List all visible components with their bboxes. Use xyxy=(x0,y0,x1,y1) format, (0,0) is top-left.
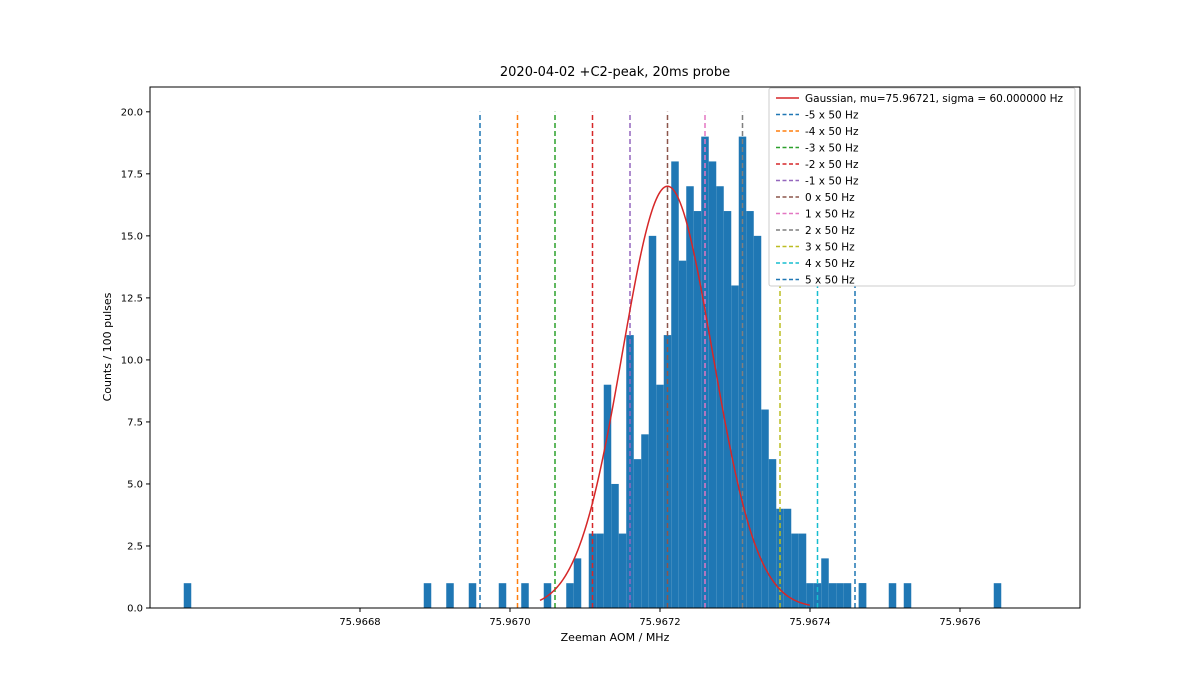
histogram-bar xyxy=(641,434,649,608)
y-ticks: 0.0 2.5 5.0 7.5 10.0 12.5 15.0 17.5 20.0 xyxy=(121,107,150,615)
histogram-bar xyxy=(611,483,619,608)
histogram-bar xyxy=(498,583,507,608)
histogram-bar xyxy=(888,583,897,608)
x-tick-label: 75.9674 xyxy=(789,617,830,628)
histogram-bar xyxy=(423,583,432,608)
histogram-bar xyxy=(746,211,754,609)
histogram-bar xyxy=(468,583,477,608)
legend-entry: 5 x 50 Hz xyxy=(805,274,855,286)
histogram-bar xyxy=(656,384,664,608)
legend-box xyxy=(768,87,1076,287)
histogram-bar xyxy=(693,211,702,609)
y-tick-label: 7.5 xyxy=(127,417,143,428)
y-tick-label: 10.0 xyxy=(121,355,143,366)
legend-entry: 2 x 50 Hz xyxy=(805,225,855,237)
x-tick-label: 75.9670 xyxy=(489,617,530,628)
legend: Gaussian, mu=75.96721, sigma = 60.000000… xyxy=(768,87,1076,287)
histogram-bar xyxy=(686,186,694,609)
gaussian-fit-curve xyxy=(539,185,811,606)
y-tick-label: 0.0 xyxy=(127,604,143,615)
histogram-bar xyxy=(753,235,762,609)
histogram-bar xyxy=(768,459,777,608)
histogram-bar xyxy=(633,459,642,608)
y-axis-label: Counts / 100 pulses xyxy=(101,292,114,401)
reference-lines-layer xyxy=(479,111,856,608)
x-axis-label: Zeeman AOM / MHz xyxy=(561,631,670,644)
y-tick-label: 2.5 xyxy=(127,541,143,552)
y-tick-label: 15.0 xyxy=(121,231,143,242)
histogram-bar xyxy=(836,583,844,608)
legend-entry: 1 x 50 Hz xyxy=(805,208,855,220)
y-tick-label: 17.5 xyxy=(121,169,143,180)
histogram-bar xyxy=(183,583,192,608)
y-tick-label: 12.5 xyxy=(121,293,143,304)
histogram-bar xyxy=(678,260,687,608)
x-tick-label: 75.9676 xyxy=(939,617,980,628)
y-tick-label: 20.0 xyxy=(121,107,143,118)
legend-entry: Gaussian, mu=75.96721, sigma = 60.000000… xyxy=(805,93,1064,105)
histogram-bar xyxy=(603,384,612,608)
y-tick-label: 5.0 xyxy=(127,479,143,490)
legend-entry: -4 x 50 Hz xyxy=(805,126,859,138)
legend-entry: -2 x 50 Hz xyxy=(805,159,859,171)
histogram-bar xyxy=(671,161,679,608)
histogram-bar xyxy=(566,583,574,608)
histogram-bar xyxy=(828,583,837,608)
histogram-bar xyxy=(903,583,912,608)
legend-entry: 3 x 50 Hz xyxy=(805,241,855,253)
histogram-bar xyxy=(521,583,529,608)
x-tick-label: 75.9668 xyxy=(339,617,380,628)
legend-entry: -1 x 50 Hz xyxy=(805,175,859,187)
chart-title: 2020-04-02 +C2-peak, 20ms probe xyxy=(500,65,730,80)
histogram-bar xyxy=(791,533,799,608)
histogram-bar xyxy=(843,583,852,608)
histogram-bar xyxy=(858,583,867,608)
histogram-bar xyxy=(798,533,807,608)
x-tick-label: 75.9672 xyxy=(639,617,680,628)
legend-entry: 4 x 50 Hz xyxy=(805,258,855,270)
histogram-bar xyxy=(806,583,814,608)
fit-curve-layer xyxy=(539,185,811,606)
histogram-bar xyxy=(723,211,732,609)
histogram-bar xyxy=(648,235,657,609)
histogram-bar xyxy=(708,161,717,608)
histogram-bar xyxy=(993,583,1002,608)
x-ticks: 75.9668 75.9670 75.9672 75.9674 75.9676 xyxy=(339,608,981,628)
histogram-bar xyxy=(783,508,792,608)
histogram-bar xyxy=(446,583,454,608)
histogram-bar xyxy=(573,558,582,608)
histogram-bar xyxy=(596,533,604,608)
histogram-bar xyxy=(618,533,627,608)
histogram-bar xyxy=(731,285,739,608)
axes-frame xyxy=(149,86,1081,609)
histogram-bar xyxy=(588,533,597,608)
histogram-bar xyxy=(821,558,829,608)
legend-entry: 0 x 50 Hz xyxy=(805,192,855,204)
legend-entry: -5 x 50 Hz xyxy=(805,109,859,121)
histogram-bar xyxy=(761,409,769,608)
legend-entry: -3 x 50 Hz xyxy=(805,142,859,154)
